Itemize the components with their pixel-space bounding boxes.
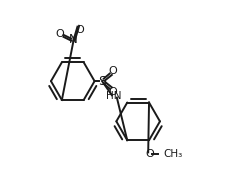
Text: S: S [98,75,106,88]
Text: O: O [108,66,117,76]
Text: O: O [55,29,64,39]
Text: O: O [108,87,117,97]
Text: O: O [75,25,83,35]
Text: O: O [145,149,154,159]
Text: CH₃: CH₃ [162,149,181,159]
Text: HN: HN [106,91,121,101]
Text: N: N [68,33,77,46]
